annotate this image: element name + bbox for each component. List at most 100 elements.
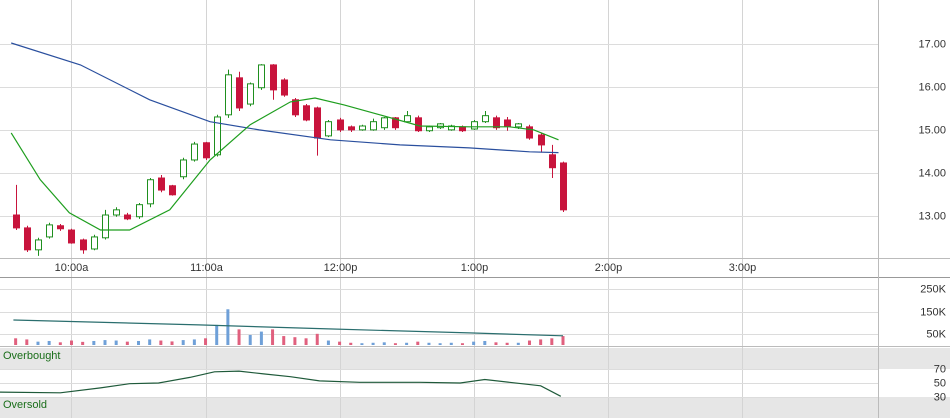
volume-bar [460,343,464,345]
candle-body [68,229,75,244]
volume-bar [148,339,152,345]
line-series [13,319,564,337]
volume-bar [539,339,543,345]
x-tick-label: 12:00p [324,262,358,274]
line-series [0,370,562,397]
volume-bar [561,336,565,345]
volume-bar [215,324,219,345]
volume-bar [360,343,364,345]
y-tick-label: 15.00 [918,124,946,136]
band-label: Overbought [3,350,60,362]
y-tick-label: 30 [934,391,946,403]
volume-bar [170,341,174,345]
volume-bar [416,341,420,345]
volume-bar [271,329,275,345]
volume-bar [527,340,531,345]
x-tick-label: 1:00p [461,262,489,274]
candle-body [169,185,176,196]
y-tick-label: 17.00 [918,38,946,50]
volume-bar [58,342,62,345]
x-tick-label: 10:00a [55,262,90,274]
band-label: Oversold [3,399,47,411]
volume-bar [494,342,498,345]
line-series [11,42,559,154]
volume-bar [338,341,342,345]
volume-bar [259,331,263,345]
candle-body [180,159,187,178]
candle-body [538,134,545,146]
volume-bar [159,340,163,345]
volume-bar [103,340,107,345]
volume-bar [114,340,118,345]
volume-bar [293,337,297,345]
volume-bar [248,334,252,345]
y-tick-label: 50K [926,328,946,340]
candle-body [46,224,53,238]
candle-body [57,225,64,230]
candle-body [191,143,198,161]
volume-bar [405,342,409,345]
volume-bar [125,341,129,345]
volume-bar [382,342,386,345]
candle-body [247,83,254,105]
volume-bar [204,338,208,345]
candle-body [35,239,42,251]
volume-bar [47,340,51,345]
y-tick-label: 70 [934,363,946,375]
volume-bar [137,340,141,345]
volume-bar [438,343,442,345]
y-tick-label: 50 [934,377,946,389]
candle-body [281,79,288,96]
candle-body [258,64,265,89]
candle-body [504,119,511,127]
candle-body [515,123,522,128]
candle-body [214,116,221,156]
candle-body [303,105,310,121]
candle-body [392,117,399,129]
volume-bar [427,342,431,345]
volume-bar [315,333,319,345]
volume-bar [516,342,520,345]
volume-bar [226,309,230,345]
candle-body [158,177,165,191]
y-tick-label: 13.00 [918,210,946,222]
volume-bar [237,329,241,345]
x-tick-label: 2:00p [595,262,623,274]
candle-body [381,117,388,129]
candle-body [549,154,556,169]
candle-body [471,121,478,130]
candle-body [80,239,87,251]
volume-bar [25,339,29,345]
volume-bar [81,341,85,345]
candle-body [526,126,533,139]
line-series [10,97,559,231]
candle-body [292,99,299,116]
volume-bar [483,340,487,345]
volume-bar [472,341,476,345]
candle-body [459,126,466,132]
volume-bar [282,336,286,345]
volume-bar [36,341,40,345]
volume-bar [371,342,375,345]
candle-body [314,107,321,139]
candle-body [415,117,422,132]
volume-bar [326,340,330,345]
candle-body [426,126,433,132]
volume-bar [69,340,73,345]
volume-bar [192,339,196,345]
candle-body [24,227,31,251]
volume-bar [550,338,554,345]
volume-bar [449,342,453,345]
candle-body [225,74,232,116]
candle-body [337,119,344,131]
candle-body [13,214,20,229]
y-tick-label: 16.00 [918,81,946,93]
candle-body [203,142,210,159]
volume-bar [349,342,353,345]
volume-bar [505,342,509,345]
volume-bar [393,343,397,345]
y-tick-label: 14.00 [918,167,946,179]
candle-body [359,125,366,131]
candle-body [325,121,332,137]
